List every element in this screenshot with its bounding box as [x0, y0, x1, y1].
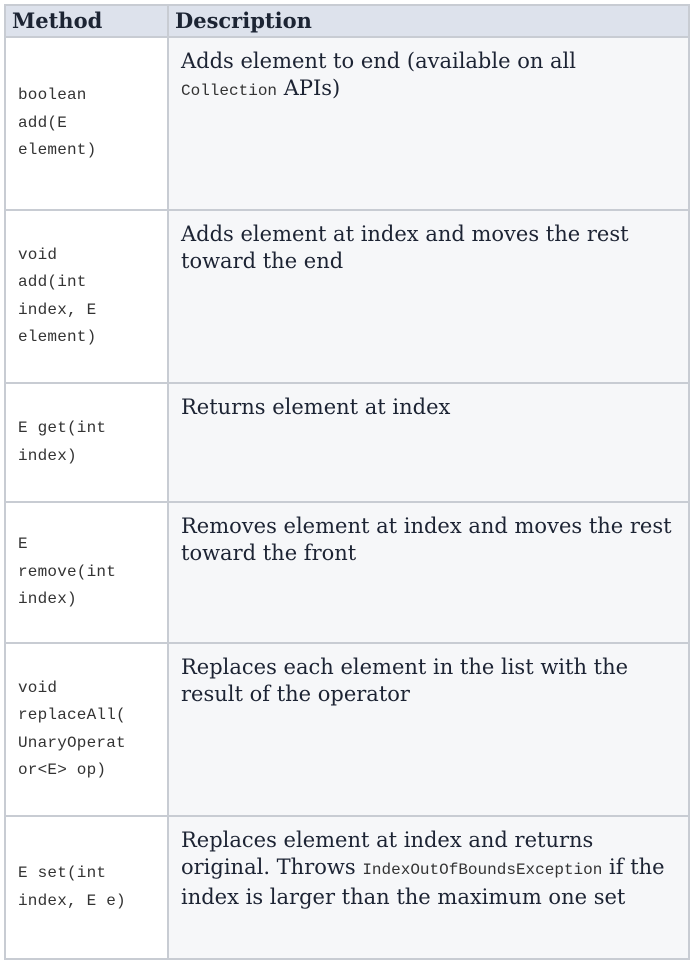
method-line: UnaryOperat — [18, 733, 126, 752]
description-cell: Replaces element at index and returns or… — [167, 815, 690, 960]
methods-table: Method Description boolean add(E element… — [4, 4, 690, 960]
method-line: element) — [18, 328, 97, 346]
method-line: index) — [18, 590, 77, 609]
method-line: add(E — [18, 113, 68, 132]
method-line: E set(int — [18, 864, 107, 882]
description-text: Replaces element at index and returns or… — [181, 828, 665, 909]
inline-code: Collection — [181, 82, 278, 100]
method-cell: boolean add(E element) — [4, 36, 169, 211]
description-text: Replaces each element in the list with t… — [181, 655, 629, 706]
table-row: E remove(int index) Removes element at i… — [4, 501, 690, 644]
method-cell: E set(int index, E e) — [4, 815, 169, 960]
table-row: boolean add(E element) Adds element to e… — [4, 36, 690, 211]
description-cell: Adds element to end (available on all Co… — [167, 36, 690, 211]
description-cell: Adds element at index and moves the rest… — [167, 209, 690, 384]
inline-code: IndexOutOfBoundsException — [362, 861, 603, 879]
table-row: E set(int index, E e) Replaces element a… — [4, 815, 690, 960]
method-line: boolean — [18, 86, 87, 105]
method-cell: E remove(int index) — [4, 501, 169, 644]
header-method: Method — [4, 4, 169, 38]
method-line: index, E e) — [18, 891, 126, 910]
method-line: void — [18, 678, 58, 697]
table-row: E get(int index) Returns element at inde… — [4, 382, 690, 503]
description-text: Returns element at index — [181, 395, 451, 419]
header-description: Description — [167, 4, 690, 38]
method-line: void — [18, 245, 58, 264]
table-row: void add(int index, E element) Adds elem… — [4, 209, 690, 384]
method-cell: void replaceAll( UnaryOperat or<E> op) — [4, 642, 169, 817]
method-line: remove(int — [18, 562, 117, 581]
method-cell: E get(int index) — [4, 382, 169, 503]
method-cell: void add(int index, E element) — [4, 209, 169, 384]
description-text: Adds element to end (available on all Co… — [181, 49, 576, 100]
description-text: Removes element at index and moves the r… — [181, 514, 672, 565]
method-line: E get(int — [18, 419, 107, 437]
description-cell: Removes element at index and moves the r… — [167, 501, 690, 644]
method-line: index) — [18, 446, 77, 465]
method-line: index, E — [18, 300, 97, 319]
method-line: E — [18, 535, 28, 554]
method-line: replaceAll( — [18, 706, 126, 724]
description-cell: Replaces each element in the list with t… — [167, 642, 690, 817]
method-line: or<E> op) — [18, 761, 107, 779]
method-line: add(int — [18, 273, 87, 291]
description-cell: Returns element at index — [167, 382, 690, 503]
table-row: void replaceAll( UnaryOperat or<E> op) R… — [4, 642, 690, 817]
header-row: Method Description — [4, 4, 690, 38]
description-text: Adds element at index and moves the rest… — [181, 222, 629, 273]
method-line: element) — [18, 141, 97, 160]
